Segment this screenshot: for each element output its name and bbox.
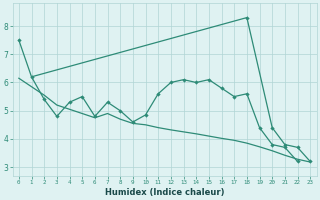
X-axis label: Humidex (Indice chaleur): Humidex (Indice chaleur) (105, 188, 224, 197)
